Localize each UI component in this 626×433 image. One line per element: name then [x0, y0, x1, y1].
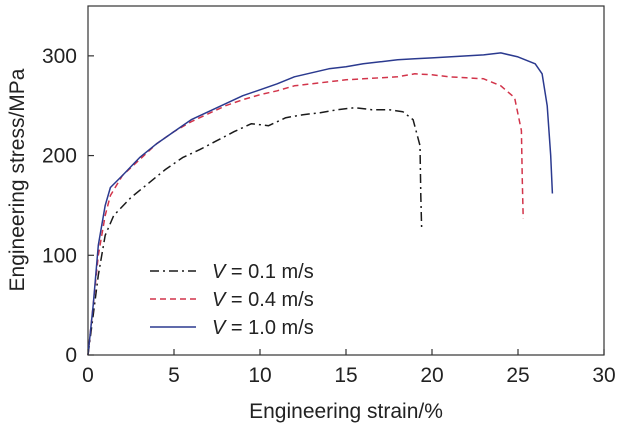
- legend-label-1: V = 0.1 m/s: [212, 261, 314, 283]
- x-tick-label: 5: [168, 364, 180, 387]
- series-line-2: [87, 73, 524, 356]
- y-tick-label: 200: [42, 145, 77, 168]
- y-axis-title: Engineering stress/MPa: [6, 68, 29, 291]
- x-tick-label: 10: [248, 364, 271, 387]
- y-tick-label: 300: [42, 45, 77, 68]
- x-tick-label: 15: [334, 364, 357, 387]
- x-tick-label: 30: [592, 364, 615, 387]
- y-tick-label: 0: [65, 344, 77, 367]
- legend-label-2: V = 0.4 m/s: [212, 289, 314, 311]
- x-tick-label: 0: [82, 364, 94, 387]
- x-axis-title: Engineering strain/%: [249, 400, 443, 423]
- series-line-3: [87, 52, 554, 356]
- y-tick-label: 100: [42, 244, 77, 267]
- legend: V = 0.1 m/s V = 0.4 m/s V = 1.0 m/s: [150, 261, 314, 339]
- x-tick-label: 20: [420, 364, 443, 387]
- legend-label-3: V = 1.0 m/s: [212, 317, 314, 339]
- plot-frame: [87, 5, 605, 356]
- series-line-1: [87, 106, 423, 356]
- series-layer: [87, 52, 554, 356]
- x-tick-label: 25: [506, 364, 529, 387]
